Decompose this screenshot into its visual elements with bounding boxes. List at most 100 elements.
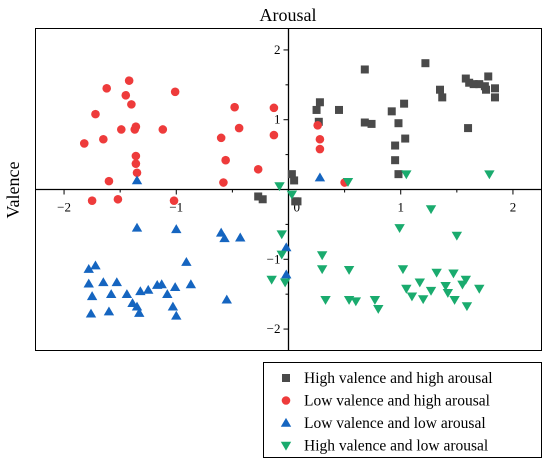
data-point-series-3 bbox=[83, 263, 94, 273]
data-point-series-3 bbox=[83, 278, 94, 288]
data-point-series-1 bbox=[360, 65, 369, 74]
data-point-series-3 bbox=[221, 294, 232, 304]
data-point-series-2 bbox=[216, 133, 226, 143]
data-point-series-3 bbox=[111, 277, 122, 287]
data-point-series-2 bbox=[127, 100, 136, 109]
data-point-series-2 bbox=[234, 123, 244, 133]
legend-marker-4 bbox=[280, 441, 292, 451]
data-point-series-4 bbox=[316, 265, 328, 275]
data-point-series-1 bbox=[400, 99, 409, 108]
plot-frame bbox=[35, 28, 542, 351]
data-point-series-4 bbox=[449, 295, 460, 305]
data-point-series-1 bbox=[254, 192, 263, 201]
data-point-series-1 bbox=[469, 80, 478, 89]
data-point-series-1 bbox=[401, 134, 410, 143]
x-tick-label: 2 bbox=[510, 200, 517, 215]
legend-marker-2 bbox=[281, 396, 291, 405]
data-point-series-2 bbox=[170, 87, 180, 97]
legend-marker-3 bbox=[280, 417, 292, 427]
data-point-series-4 bbox=[425, 286, 437, 296]
data-point-series-2 bbox=[132, 168, 142, 178]
data-point-series-2 bbox=[131, 122, 141, 131]
data-point-series-4 bbox=[279, 278, 291, 288]
x-tick-label: 1 bbox=[397, 200, 404, 215]
data-point-series-4 bbox=[274, 182, 285, 192]
data-point-series-1 bbox=[391, 156, 400, 165]
data-point-series-4 bbox=[414, 278, 425, 288]
data-point-series-4 bbox=[394, 224, 405, 233]
data-point-series-4 bbox=[276, 230, 287, 240]
data-point-series-4 bbox=[276, 250, 287, 260]
data-point-series-4 bbox=[316, 251, 328, 261]
data-point-series-1 bbox=[335, 105, 343, 114]
data-point-series-3 bbox=[281, 242, 292, 252]
data-point-series-4 bbox=[440, 282, 451, 291]
data-point-series-2 bbox=[269, 130, 279, 140]
data-point-series-3 bbox=[143, 284, 154, 294]
data-point-series-1 bbox=[482, 85, 491, 94]
data-point-series-4 bbox=[451, 231, 463, 241]
data-point-series-4 bbox=[373, 305, 384, 314]
data-point-series-1 bbox=[421, 59, 430, 68]
data-point-series-3 bbox=[103, 306, 115, 316]
data-point-series-3 bbox=[215, 227, 227, 237]
data-point-series-2 bbox=[104, 176, 114, 186]
data-point-series-4 bbox=[460, 275, 472, 285]
data-point-series-2 bbox=[99, 134, 108, 144]
data-point-series-4 bbox=[397, 265, 409, 275]
data-point-series-4 bbox=[320, 295, 331, 305]
data-point-series-4 bbox=[286, 190, 298, 200]
data-point-series-2 bbox=[219, 178, 228, 187]
data-point-series-1 bbox=[490, 84, 499, 93]
data-point-series-1 bbox=[394, 119, 403, 128]
data-point-series-2 bbox=[102, 84, 111, 93]
y-tick-label: 1 bbox=[274, 112, 281, 127]
legend-label-3: Low valence and low arousal bbox=[304, 415, 486, 432]
data-point-series-2 bbox=[79, 139, 89, 148]
data-point-series-2 bbox=[124, 76, 134, 85]
data-point-series-1 bbox=[464, 124, 473, 133]
data-point-series-2 bbox=[87, 196, 97, 205]
data-point-series-3 bbox=[85, 308, 97, 318]
data-point-series-1 bbox=[484, 72, 493, 81]
data-point-series-1 bbox=[315, 98, 324, 107]
data-point-series-3 bbox=[105, 289, 117, 298]
data-point-series-1 bbox=[312, 105, 321, 114]
data-point-series-3 bbox=[156, 279, 167, 289]
data-point-series-1 bbox=[293, 197, 302, 206]
data-point-series-2 bbox=[91, 109, 100, 119]
data-point-series-4 bbox=[484, 170, 495, 180]
data-point-series-3 bbox=[167, 301, 179, 311]
y-tick-label: −2 bbox=[267, 321, 281, 336]
data-point-series-1 bbox=[367, 119, 376, 128]
data-point-series-3 bbox=[134, 307, 145, 317]
legend: High valence and high arousal Low valence… bbox=[263, 362, 542, 458]
y-tick-label: −1 bbox=[267, 251, 281, 266]
data-point-series-4 bbox=[425, 205, 437, 215]
data-point-series-2 bbox=[158, 125, 168, 134]
data-point-series-4 bbox=[401, 170, 412, 180]
data-point-series-1 bbox=[475, 80, 484, 89]
data-point-series-1 bbox=[360, 118, 369, 127]
data-point-series-3 bbox=[314, 172, 326, 182]
data-point-series-4 bbox=[457, 280, 468, 290]
data-point-series-1 bbox=[258, 195, 267, 204]
data-point-series-2 bbox=[221, 155, 230, 165]
data-point-series-4 bbox=[474, 284, 485, 294]
data-point-series-4 bbox=[406, 292, 418, 302]
data-point-series-2 bbox=[315, 134, 325, 144]
data-point-series-2 bbox=[121, 90, 131, 100]
data-point-series-4 bbox=[369, 295, 381, 305]
data-point-series-4 bbox=[342, 178, 354, 187]
y-tick-label: 2 bbox=[274, 42, 281, 57]
data-point-series-3 bbox=[169, 282, 181, 291]
data-point-series-1 bbox=[438, 93, 447, 102]
legend-label-2: Low valence and high arousal bbox=[304, 393, 490, 410]
data-point-series-1 bbox=[394, 170, 403, 179]
data-point-series-3 bbox=[127, 298, 138, 308]
data-point-series-2 bbox=[230, 102, 239, 112]
data-point-series-1 bbox=[490, 93, 499, 102]
data-point-series-2 bbox=[131, 159, 141, 168]
legend-label-1: High valence and high arousal bbox=[304, 370, 493, 387]
